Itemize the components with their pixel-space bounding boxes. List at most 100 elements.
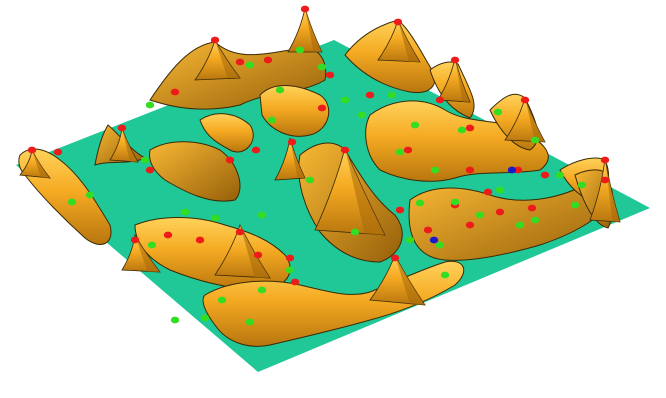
green-point-marker [410,121,420,129]
terrain-peak-shadow [398,20,420,62]
green-point-marker [570,201,580,209]
red-peak-marker [300,5,310,13]
terrain-peak-shadow [395,255,425,305]
red-peak-marker [290,278,300,286]
red-peak-marker [340,146,350,154]
green-point-marker [85,191,95,199]
red-peak-marker [235,58,245,66]
blue-minimum-marker [507,166,517,174]
green-point-marker [395,148,405,156]
red-peak-marker [163,231,173,239]
green-point-marker [245,318,255,326]
red-peak-marker [465,221,475,229]
red-peak-marker [520,96,530,104]
red-peak-marker [235,228,245,236]
red-peak-marker [145,166,155,174]
red-peak-marker [435,96,445,104]
green-point-marker [275,86,285,94]
green-point-marker [530,216,540,224]
green-point-marker [217,296,227,304]
green-point-marker [147,241,157,249]
terrain-peak-shadow [455,58,470,102]
green-point-marker [450,198,460,206]
green-point-marker [340,96,350,104]
red-peak-marker [513,166,523,174]
green-point-marker [457,126,467,134]
red-peak-marker [195,236,205,244]
red-peak-marker [27,146,37,154]
red-peak-marker [251,146,261,154]
terrain-peak-shadow [32,150,50,178]
green-point-marker [180,208,190,216]
red-peak-marker [495,208,505,216]
red-peak-marker [390,254,400,262]
green-point-marker [415,199,425,207]
red-peak-marker [600,176,610,184]
red-peak-marker [285,254,295,262]
red-peak-marker [540,171,550,179]
green-point-marker [317,63,327,71]
green-point-marker [495,186,505,194]
green-point-marker [200,314,210,322]
red-peak-marker [225,156,235,164]
terrain-peak-shadow [135,235,160,272]
green-point-marker [210,214,220,222]
green-point-marker [515,221,525,229]
terrain-hill [259,85,330,137]
green-point-marker [140,156,150,164]
green-point-marker [285,266,295,274]
terrain-peak-shadow [215,40,240,78]
red-peak-marker [365,91,375,99]
green-point-marker [257,286,267,294]
red-peak-marker [450,56,460,64]
green-point-marker [493,108,503,116]
red-peak-marker [465,124,475,132]
green-point-marker [577,181,587,189]
green-point-marker [245,61,255,69]
terrain-peak-shadow [122,128,138,162]
red-peak-marker [170,88,180,96]
red-peak-marker [53,148,63,156]
green-point-marker [430,166,440,174]
green-point-marker [387,91,397,99]
terrain-hill [365,100,549,182]
terrain-peak-shadow [605,158,620,222]
green-point-marker [475,211,485,219]
red-peak-marker [325,71,335,79]
red-peak-marker [287,138,297,146]
red-peak-marker [527,204,537,212]
red-peak-marker [600,156,610,164]
red-peak-marker [423,226,433,234]
terrain-peak-shadow [305,8,322,52]
red-peak-marker [395,206,405,214]
terrain-peak-shadow [345,148,385,235]
green-point-marker [305,176,315,184]
green-point-marker [267,116,277,124]
red-peak-marker [130,236,140,244]
terrain-hill [199,113,254,153]
terrain-peak-shadow [290,138,305,178]
red-peak-marker [253,251,263,259]
green-point-marker [357,111,367,119]
green-point-marker [555,171,565,179]
red-peak-marker [263,56,273,64]
red-peak-marker [317,104,327,112]
red-peak-marker [210,36,220,44]
green-point-marker [257,211,267,219]
green-point-marker [405,236,415,244]
green-point-marker [67,198,77,206]
red-peak-marker [117,124,127,132]
green-point-marker [295,46,305,54]
green-point-marker [530,136,540,144]
red-peak-marker [465,166,475,174]
blue-minimum-marker [429,236,439,244]
red-peak-marker [393,18,403,26]
green-point-marker [435,241,445,249]
terrain-peak-shadow [240,225,270,278]
green-point-marker [440,271,450,279]
red-peak-marker [483,188,493,196]
terrain-surface [18,7,621,347]
terrain-hill [149,141,241,202]
green-point-marker [170,316,180,324]
